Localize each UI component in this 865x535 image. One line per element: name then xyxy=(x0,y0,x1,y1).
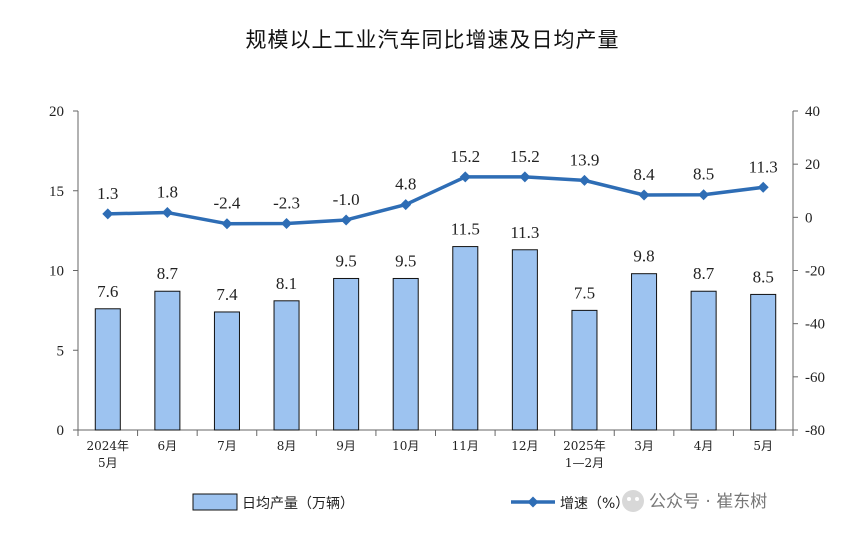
bar-data-label: 11.5 xyxy=(451,220,480,239)
bar-data-label: 9.5 xyxy=(336,251,357,270)
x-tick-label: 5月 xyxy=(98,456,118,470)
bar-data-label: 8.1 xyxy=(276,274,297,293)
line-data-label: 15.2 xyxy=(450,147,480,166)
bar-data-label: 8.7 xyxy=(157,264,179,283)
x-tick-label: 2025年 xyxy=(563,439,606,453)
x-tick-label: 8月 xyxy=(277,439,297,453)
left-tick-label: 0 xyxy=(57,423,65,439)
line-point xyxy=(638,189,650,201)
x-tick-label: 6月 xyxy=(158,439,178,453)
line-point xyxy=(578,174,590,186)
line-point xyxy=(221,218,233,230)
bar-data-label: 8.7 xyxy=(693,264,715,283)
left-tick-label: 10 xyxy=(49,264,64,280)
line-data-label: -2.4 xyxy=(213,194,240,213)
line-data-label: 11.3 xyxy=(749,157,778,176)
bar-data-label: 11.3 xyxy=(510,223,539,242)
left-tick-label: 20 xyxy=(49,104,64,120)
line-data-label: 4.8 xyxy=(395,175,416,194)
right-tick-label: 0 xyxy=(805,210,813,226)
bar xyxy=(392,277,419,431)
line-point xyxy=(281,217,293,229)
watermark-text: 公众号 · 崔东树 xyxy=(649,492,767,512)
bar-data-label: 9.8 xyxy=(633,247,654,266)
growth-line xyxy=(107,175,764,226)
bar-data-label: 8.5 xyxy=(753,267,774,286)
right-tick-label: -40 xyxy=(805,317,825,333)
right-tick-label: -60 xyxy=(805,370,825,386)
bar xyxy=(273,300,300,431)
x-tick-label: 3月 xyxy=(634,439,654,453)
bar-data-label: 7.5 xyxy=(574,283,595,302)
line-data-label: -1.0 xyxy=(333,190,360,209)
bar xyxy=(154,290,181,431)
wechat-icon-eye xyxy=(635,497,639,501)
right-tick-label: -80 xyxy=(805,423,825,439)
left-tick-label: 5 xyxy=(57,343,65,359)
line-point xyxy=(757,181,769,193)
x-tick-label: 1—2月 xyxy=(565,456,604,470)
line-data-label: 1.3 xyxy=(97,184,118,203)
x-tick-label: 5月 xyxy=(753,439,773,453)
bar xyxy=(631,273,658,431)
legend-line-label: 增速（%） xyxy=(560,496,629,512)
bar xyxy=(571,309,598,431)
x-tick-label: 9月 xyxy=(336,439,356,453)
chart-title: 规模以上工业汽车同比增速及日均产量 xyxy=(245,28,620,52)
line-point xyxy=(519,171,531,183)
line-data-label: 1.8 xyxy=(157,183,178,202)
left-tick-label: 15 xyxy=(49,184,64,200)
bar xyxy=(213,311,240,431)
right-tick-label: 20 xyxy=(805,157,820,173)
line-data-label: 8.4 xyxy=(633,165,655,184)
bar xyxy=(750,293,777,431)
line-data-label: -2.3 xyxy=(273,193,300,212)
x-tick-label: 10月 xyxy=(392,439,419,453)
legend-line-marker xyxy=(527,496,539,508)
legend-bar-label: 日均产量（万辆） xyxy=(242,496,354,512)
x-tick-label: 7月 xyxy=(217,439,237,453)
x-tick-label: 12月 xyxy=(511,439,538,453)
legend-bar-swatch xyxy=(192,493,238,511)
line-data-label: 13.9 xyxy=(570,150,600,169)
wechat-icon-eye xyxy=(627,497,631,501)
bar xyxy=(333,277,360,431)
bar xyxy=(452,246,479,431)
line-point xyxy=(102,208,114,220)
bar-data-label: 7.6 xyxy=(97,282,118,301)
right-tick-label: 40 xyxy=(805,104,820,120)
x-tick-label: 4月 xyxy=(694,439,714,453)
bar xyxy=(94,308,121,431)
bar xyxy=(690,290,717,431)
wechat-icon xyxy=(622,490,644,512)
right-tick-label: -20 xyxy=(805,264,825,280)
bar xyxy=(511,249,538,431)
line-data-label: 8.5 xyxy=(693,165,714,184)
bar-data-label: 7.4 xyxy=(216,285,238,304)
line-data-label: 15.2 xyxy=(510,147,540,166)
x-tick-label: 2024年 xyxy=(87,439,130,453)
line-point xyxy=(459,171,471,183)
bar-data-label: 9.5 xyxy=(395,251,416,270)
line-point xyxy=(340,214,352,226)
line-point xyxy=(698,189,710,201)
x-tick-label: 11月 xyxy=(452,439,479,453)
line-point xyxy=(400,199,412,211)
line-point xyxy=(161,207,173,219)
